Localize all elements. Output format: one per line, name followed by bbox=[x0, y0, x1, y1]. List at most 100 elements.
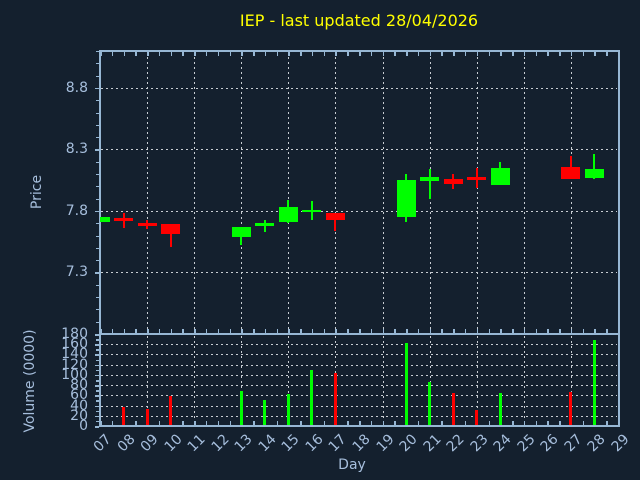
x-tick-mark bbox=[618, 52, 620, 56]
x-tick-mark bbox=[523, 52, 526, 56]
price-minor-tick-mark bbox=[96, 75, 99, 77]
volume-tick-label: 0 bbox=[79, 418, 88, 434]
volume-gridline bbox=[101, 374, 617, 376]
x-tick-mark bbox=[359, 329, 361, 333]
x-tick-mark bbox=[500, 52, 502, 56]
price-minor-tick-mark bbox=[96, 247, 99, 249]
x-tick-mark bbox=[512, 52, 514, 56]
x-tick-mark bbox=[464, 329, 467, 333]
volume-gridline-vertical bbox=[476, 336, 478, 424]
volume-tick-mark bbox=[95, 364, 99, 367]
price-gridline-vertical bbox=[523, 52, 525, 332]
x-tick-mark bbox=[264, 329, 267, 333]
price-series-layer bbox=[100, 51, 618, 334]
volume-tick-mark bbox=[95, 374, 99, 377]
price-gridline-vertical bbox=[147, 52, 149, 332]
x-tick-mark bbox=[535, 421, 538, 425]
candle-wick bbox=[428, 169, 431, 199]
x-tick-label: 22 bbox=[443, 431, 468, 456]
x-tick-mark bbox=[429, 329, 432, 333]
x-tick-mark bbox=[476, 52, 479, 56]
volume-tick-mark bbox=[95, 426, 99, 428]
volume-bar bbox=[592, 339, 596, 425]
x-tick-mark bbox=[229, 329, 231, 333]
x-tick-mark bbox=[300, 421, 302, 425]
day-axis-label: Day bbox=[338, 457, 366, 473]
price-gridline-vertical bbox=[382, 52, 384, 332]
x-tick-mark bbox=[217, 421, 220, 425]
candle-body bbox=[420, 176, 440, 182]
x-tick-mark bbox=[311, 329, 314, 333]
x-tick-mark bbox=[359, 421, 361, 425]
x-tick-mark bbox=[194, 421, 196, 425]
x-tick-mark bbox=[347, 52, 349, 56]
volume-tick-mark bbox=[95, 344, 99, 346]
x-tick-mark bbox=[547, 52, 549, 56]
x-tick-label: 20 bbox=[396, 431, 421, 456]
x-tick-mark bbox=[606, 329, 608, 333]
price-minor-tick-mark bbox=[96, 87, 99, 89]
x-tick-mark bbox=[100, 52, 102, 56]
x-tick-mark bbox=[323, 329, 326, 333]
volume-bar bbox=[569, 391, 573, 425]
x-tick-mark bbox=[453, 329, 455, 333]
x-tick-mark bbox=[476, 329, 479, 333]
x-tick-mark bbox=[300, 329, 302, 333]
volume-tick-label: 180 bbox=[61, 326, 88, 342]
price-gridline-vertical bbox=[570, 52, 572, 332]
volume-tick-label: 40 bbox=[70, 397, 88, 414]
chart-title: IEP - last updated 28/04/2026 bbox=[239, 11, 479, 30]
x-tick-mark bbox=[523, 329, 526, 333]
price-minor-tick-mark bbox=[96, 124, 99, 126]
x-tick-mark bbox=[547, 421, 549, 425]
x-tick-mark bbox=[417, 421, 420, 425]
x-tick-mark bbox=[417, 329, 420, 333]
price-gridline bbox=[101, 210, 617, 212]
price-gridline bbox=[101, 87, 617, 89]
volume-tick-mark bbox=[96, 349, 99, 351]
x-tick-mark bbox=[264, 52, 267, 56]
x-tick-mark bbox=[135, 52, 137, 56]
volume-gridline-vertical bbox=[194, 336, 196, 424]
x-tick-label: 10 bbox=[161, 431, 186, 456]
x-tick-mark bbox=[429, 52, 432, 56]
x-tick-mark bbox=[311, 52, 314, 56]
volume-tick-mark bbox=[95, 405, 99, 408]
x-tick-mark bbox=[100, 329, 102, 333]
volume-bar bbox=[333, 373, 337, 425]
candle-body bbox=[561, 166, 581, 179]
x-tick-mark bbox=[253, 52, 255, 56]
volume-tick-mark bbox=[95, 334, 99, 336]
volume-bar bbox=[451, 392, 455, 425]
volume-tick-label: 140 bbox=[61, 346, 88, 363]
x-tick-mark bbox=[182, 421, 184, 425]
volume-gridline bbox=[101, 385, 617, 387]
volume-gridline-vertical bbox=[241, 336, 243, 424]
price-minor-tick-mark bbox=[96, 321, 99, 323]
x-tick-label: 11 bbox=[184, 431, 209, 456]
candle-body bbox=[490, 167, 510, 186]
x-tick-label: 23 bbox=[467, 431, 492, 456]
volume-tick-mark bbox=[96, 420, 99, 423]
x-tick-mark bbox=[288, 52, 290, 56]
x-tick-mark bbox=[205, 421, 208, 425]
x-tick-mark bbox=[441, 52, 443, 56]
price-axis-label: Price bbox=[29, 174, 45, 210]
x-tick-mark bbox=[582, 329, 585, 333]
x-tick-mark bbox=[323, 52, 326, 56]
x-tick-mark bbox=[382, 421, 385, 425]
x-tick-mark bbox=[535, 329, 538, 333]
x-tick-mark bbox=[406, 52, 408, 56]
volume-gridline-vertical bbox=[288, 336, 290, 424]
volume-tick-mark bbox=[96, 339, 99, 341]
volume-tick-label: 120 bbox=[61, 356, 88, 373]
volume-tick-mark bbox=[96, 359, 99, 362]
volume-tick-mark bbox=[95, 415, 99, 418]
price-gridline bbox=[101, 272, 617, 274]
x-tick-label: 29 bbox=[608, 431, 633, 456]
x-tick-mark bbox=[229, 421, 231, 425]
price-minor-tick-mark bbox=[96, 112, 99, 114]
volume-bar bbox=[428, 382, 432, 425]
x-tick-mark bbox=[217, 329, 220, 333]
